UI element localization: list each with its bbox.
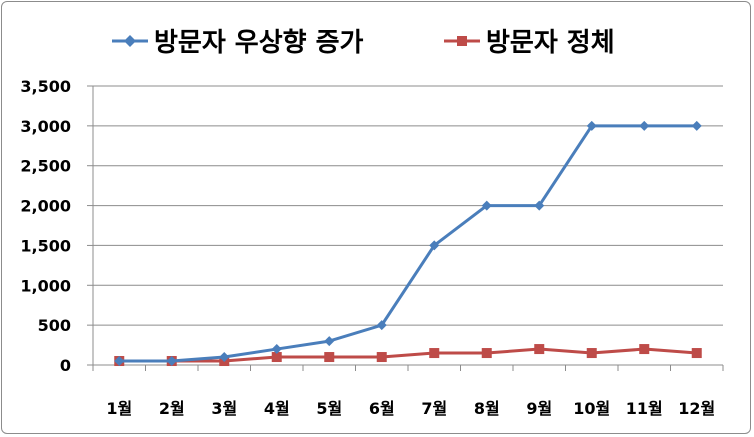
data-point-series-1 [691,120,702,131]
legend-marker-series-1 [124,35,136,47]
data-point-series-2 [534,344,545,355]
x-tick-label: 11월 [626,399,663,418]
legend-item-series-2: 방문자 정체 [444,28,615,58]
legend-marker-series-2 [457,36,467,46]
data-point-series-1 [639,120,650,131]
x-tick-label: 3월 [211,399,237,418]
data-point-series-2 [481,348,492,359]
y-tick-label: 2,500 [20,157,71,176]
data-point-series-2 [376,352,387,363]
data-point-series-1 [219,352,230,363]
data-point-series-1 [376,320,387,331]
data-point-series-2 [271,352,282,363]
y-tick-label: 3,000 [20,117,71,136]
data-point-series-1 [481,200,492,211]
x-tick-label: 10월 [573,399,610,418]
y-tick-label: 3,500 [20,77,71,96]
data-point-series-2 [691,348,702,359]
data-point-series-2 [324,352,335,363]
y-tick-label: 0 [60,356,71,375]
data-point-series-1 [534,200,545,211]
x-tick-label: 8월 [474,399,500,418]
x-tick-label: 4월 [264,399,290,418]
series-line-1 [119,124,697,363]
data-point-series-1 [586,120,597,131]
data-point-series-1 [114,356,125,367]
x-tick-label: 6월 [369,399,395,418]
x-tick-label: 7월 [421,399,447,418]
series-line-2 [119,347,697,363]
y-tick-label: 2,000 [20,197,71,216]
y-tick-label: 1,000 [20,276,71,295]
data-point-series-2 [639,344,650,355]
x-tick-label: 9월 [526,399,552,418]
legend-label-series-2: 방문자 정체 [486,28,615,58]
x-tick-label: 5월 [316,399,342,418]
data-point-series-2 [586,348,597,359]
y-tick-label: 1,500 [20,236,71,255]
legend-item-series-1: 방문자 우상향 증가 [112,28,364,58]
data-point-series-1 [324,336,335,347]
x-tick-label: 2월 [159,399,185,418]
x-tick-label: 12월 [678,399,715,418]
x-tick-label: 1월 [106,399,132,418]
plot-area: 0 500 1,000 1,500 2,000 2,500 3,000 3,500 1월 2월 3월… [20,77,724,418]
legend: 방문자 우상향 증가 방문자 정체 [112,28,615,58]
legend-label-series-1: 방문자 우상향 증가 [154,28,364,58]
y-tick-label: 500 [38,316,71,335]
data-point-series-1 [429,240,440,251]
data-point-series-1 [166,356,177,367]
data-point-series-1 [271,344,282,355]
data-point-series-2 [429,348,440,359]
